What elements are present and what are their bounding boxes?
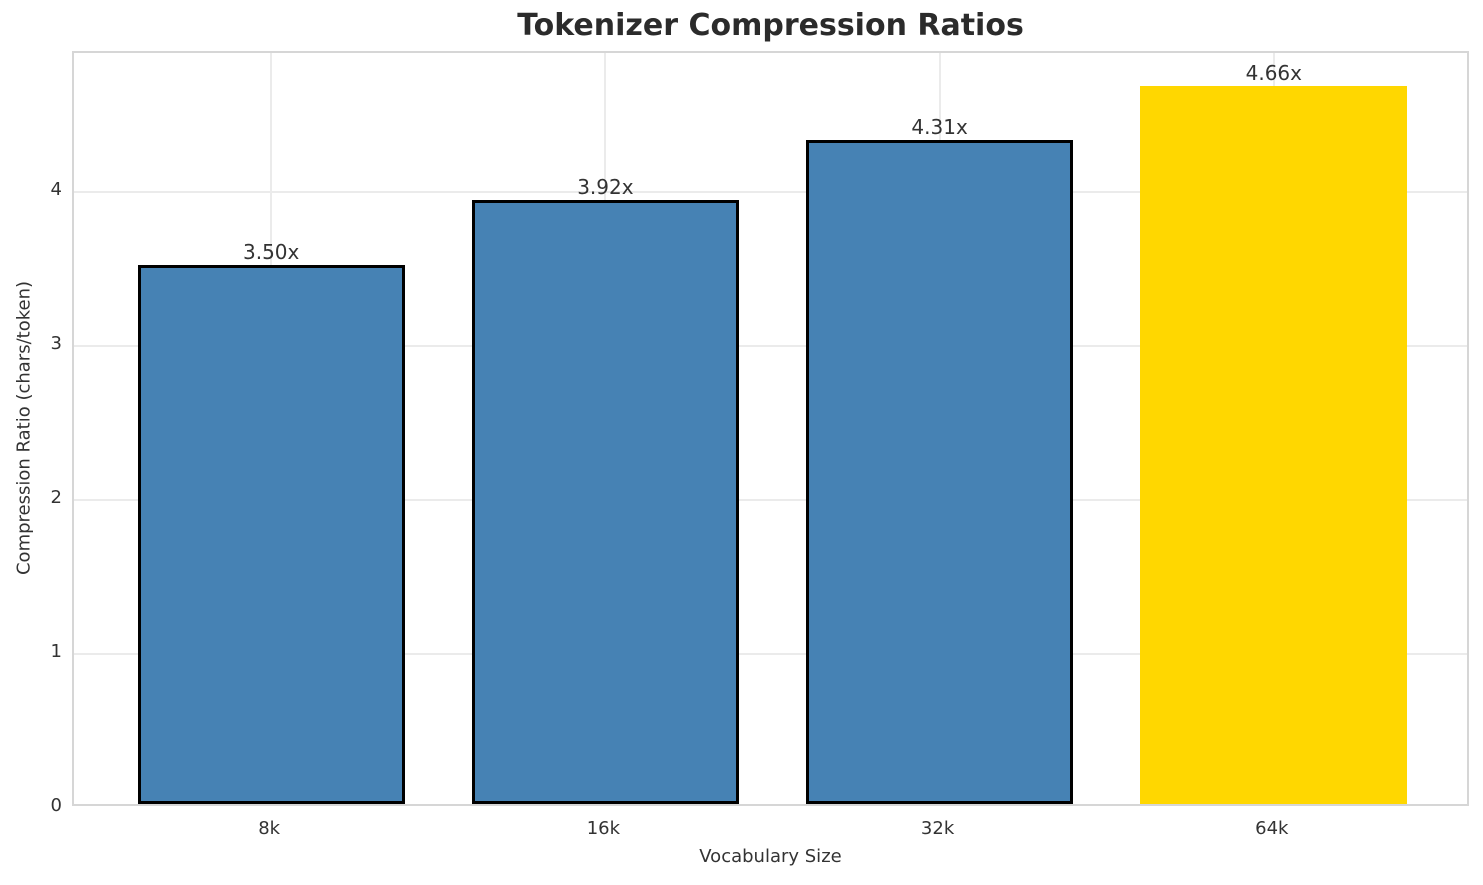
gridline-y-3: [74, 344, 1467, 347]
y-tick-label-4: 4: [50, 178, 62, 200]
chart-title: Tokenizer Compression Ratios: [517, 8, 1024, 43]
bar-32k: [805, 139, 1074, 804]
bar-64k: [1140, 85, 1408, 804]
y-axis-label: Compression Ratio (chars/token): [13, 280, 35, 576]
bar-8k: [137, 264, 405, 804]
bar-value-label-64k: 4.66x: [1245, 60, 1302, 85]
x-tick-label-16k: 16k: [586, 818, 621, 839]
x-tick-label-64k: 64k: [1255, 818, 1289, 839]
plot-area: 3.50x 3.92x 4.31x 4.66x: [72, 51, 1469, 806]
x-tick-label-8k: 8k: [258, 818, 281, 839]
bar-value-label-8k: 3.50x: [242, 239, 300, 264]
y-tick-label-1: 1: [50, 640, 62, 662]
y-tick-label-3: 3: [50, 332, 62, 354]
bar-16k: [471, 200, 740, 804]
gridline-y-2: [74, 498, 1467, 501]
y-tick-label-2: 2: [50, 486, 62, 508]
bar-value-label-16k: 3.92x: [577, 175, 634, 199]
y-tick-label-0: 0: [50, 795, 62, 816]
x-axis-label: Vocabulary Size: [699, 846, 842, 867]
bar-value-label-32k: 4.31x: [911, 114, 968, 139]
x-tick-label-32k: 32k: [920, 818, 955, 839]
gridline-y-1: [74, 652, 1467, 655]
gridline-y-4: [74, 190, 1467, 193]
